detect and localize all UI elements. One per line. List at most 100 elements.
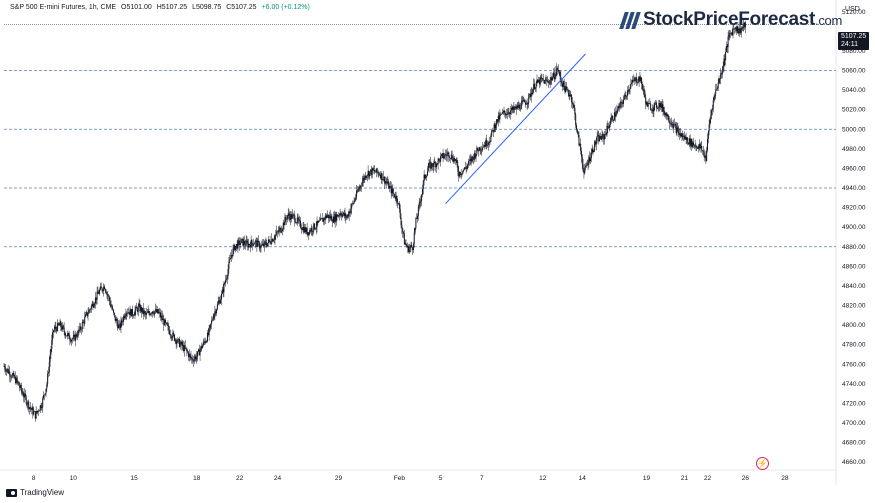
x-tick-label: 8 [32, 475, 36, 482]
candle-body [398, 203, 400, 204]
candle-body [305, 227, 307, 233]
candle-body [174, 339, 176, 341]
candle-body [160, 315, 162, 318]
candle-body [500, 113, 502, 115]
candle-body [402, 228, 404, 233]
candle-body [13, 373, 15, 378]
candle-body [182, 344, 184, 347]
candle-body [234, 245, 236, 251]
candle-body [47, 373, 49, 385]
candle-body [89, 309, 91, 311]
candle-body [377, 172, 379, 173]
x-tick-label: 21 [681, 475, 689, 482]
candle-body [201, 346, 203, 349]
candle-body [320, 218, 322, 220]
candle-body [57, 323, 59, 325]
candle-body [93, 305, 95, 308]
x-tick-label: 12 [539, 475, 547, 482]
candle-body [664, 112, 666, 116]
candle-body [117, 322, 119, 329]
candle-body [282, 222, 284, 229]
candle-body [367, 171, 369, 176]
candle-body [139, 303, 141, 311]
candle-body [309, 230, 311, 235]
candle-body [704, 156, 706, 158]
candle-body [37, 410, 39, 413]
x-tick-label: 5 [439, 475, 443, 482]
candle-body [348, 211, 350, 217]
candle-body [11, 374, 13, 378]
candle-body [31, 407, 33, 410]
candle-body [262, 243, 264, 245]
candle-body [631, 82, 633, 84]
candle-body [714, 93, 716, 97]
candle-body [637, 81, 639, 83]
candle-body [663, 111, 665, 112]
candle-body [503, 110, 505, 113]
candle-body [338, 215, 340, 216]
candle-body [110, 305, 112, 307]
candle-body [15, 376, 17, 384]
candle-body [546, 79, 548, 82]
candle-body [421, 194, 423, 201]
candle-body [160, 312, 162, 318]
candle-body [126, 312, 128, 315]
candle-body [475, 154, 477, 158]
candle-body [707, 131, 709, 139]
candle-body [189, 354, 191, 356]
candle-body [208, 327, 210, 336]
candle-body [692, 142, 694, 146]
candle-body [608, 127, 610, 129]
candle-body [135, 306, 137, 311]
candle-body [593, 150, 595, 153]
candle-body [8, 371, 10, 374]
candle-body [68, 332, 70, 339]
candle-body [690, 139, 692, 146]
candle-body [301, 229, 303, 230]
candle-body [557, 67, 559, 70]
candle-body [543, 80, 545, 84]
candle-body [407, 246, 409, 248]
candle-body [411, 245, 413, 248]
candle-body [220, 293, 222, 300]
lightning-refresh-icon[interactable]: ⚡ [756, 457, 769, 470]
candle-body [519, 104, 521, 109]
candle-body [183, 344, 185, 351]
candle-body [384, 176, 386, 184]
candle-body [155, 309, 157, 313]
candle-body [107, 293, 109, 297]
candle-body [25, 396, 27, 405]
candle-body [428, 163, 430, 169]
candle-body [311, 227, 313, 232]
y-tick-label: 5080.00 [842, 48, 866, 55]
candle-body [361, 185, 363, 187]
candle-body [134, 310, 136, 316]
candle-body [187, 351, 189, 353]
candle-body [660, 102, 662, 109]
candle-body [638, 77, 640, 82]
candle-body [120, 320, 122, 328]
candle-body [548, 82, 550, 84]
candle-body [74, 335, 76, 341]
candle-body [443, 156, 445, 159]
candle-body [454, 158, 456, 161]
candle-body [640, 77, 642, 81]
candle-body [603, 135, 605, 140]
candle-body [114, 315, 116, 321]
candle-body [524, 99, 526, 103]
candle-body [474, 153, 476, 158]
candle-body [687, 137, 689, 143]
candle-body [183, 345, 185, 351]
candle-body [205, 341, 207, 343]
candle-body [701, 146, 703, 151]
candle-body [307, 232, 309, 235]
candle-body [168, 326, 170, 331]
candle-body [520, 102, 522, 110]
candle-body [361, 181, 363, 186]
y-tick-label: 5000.00 [842, 126, 866, 133]
candle-body [118, 324, 120, 329]
candle-body [733, 28, 735, 30]
candle-body [79, 326, 81, 331]
candle-body [103, 286, 105, 290]
